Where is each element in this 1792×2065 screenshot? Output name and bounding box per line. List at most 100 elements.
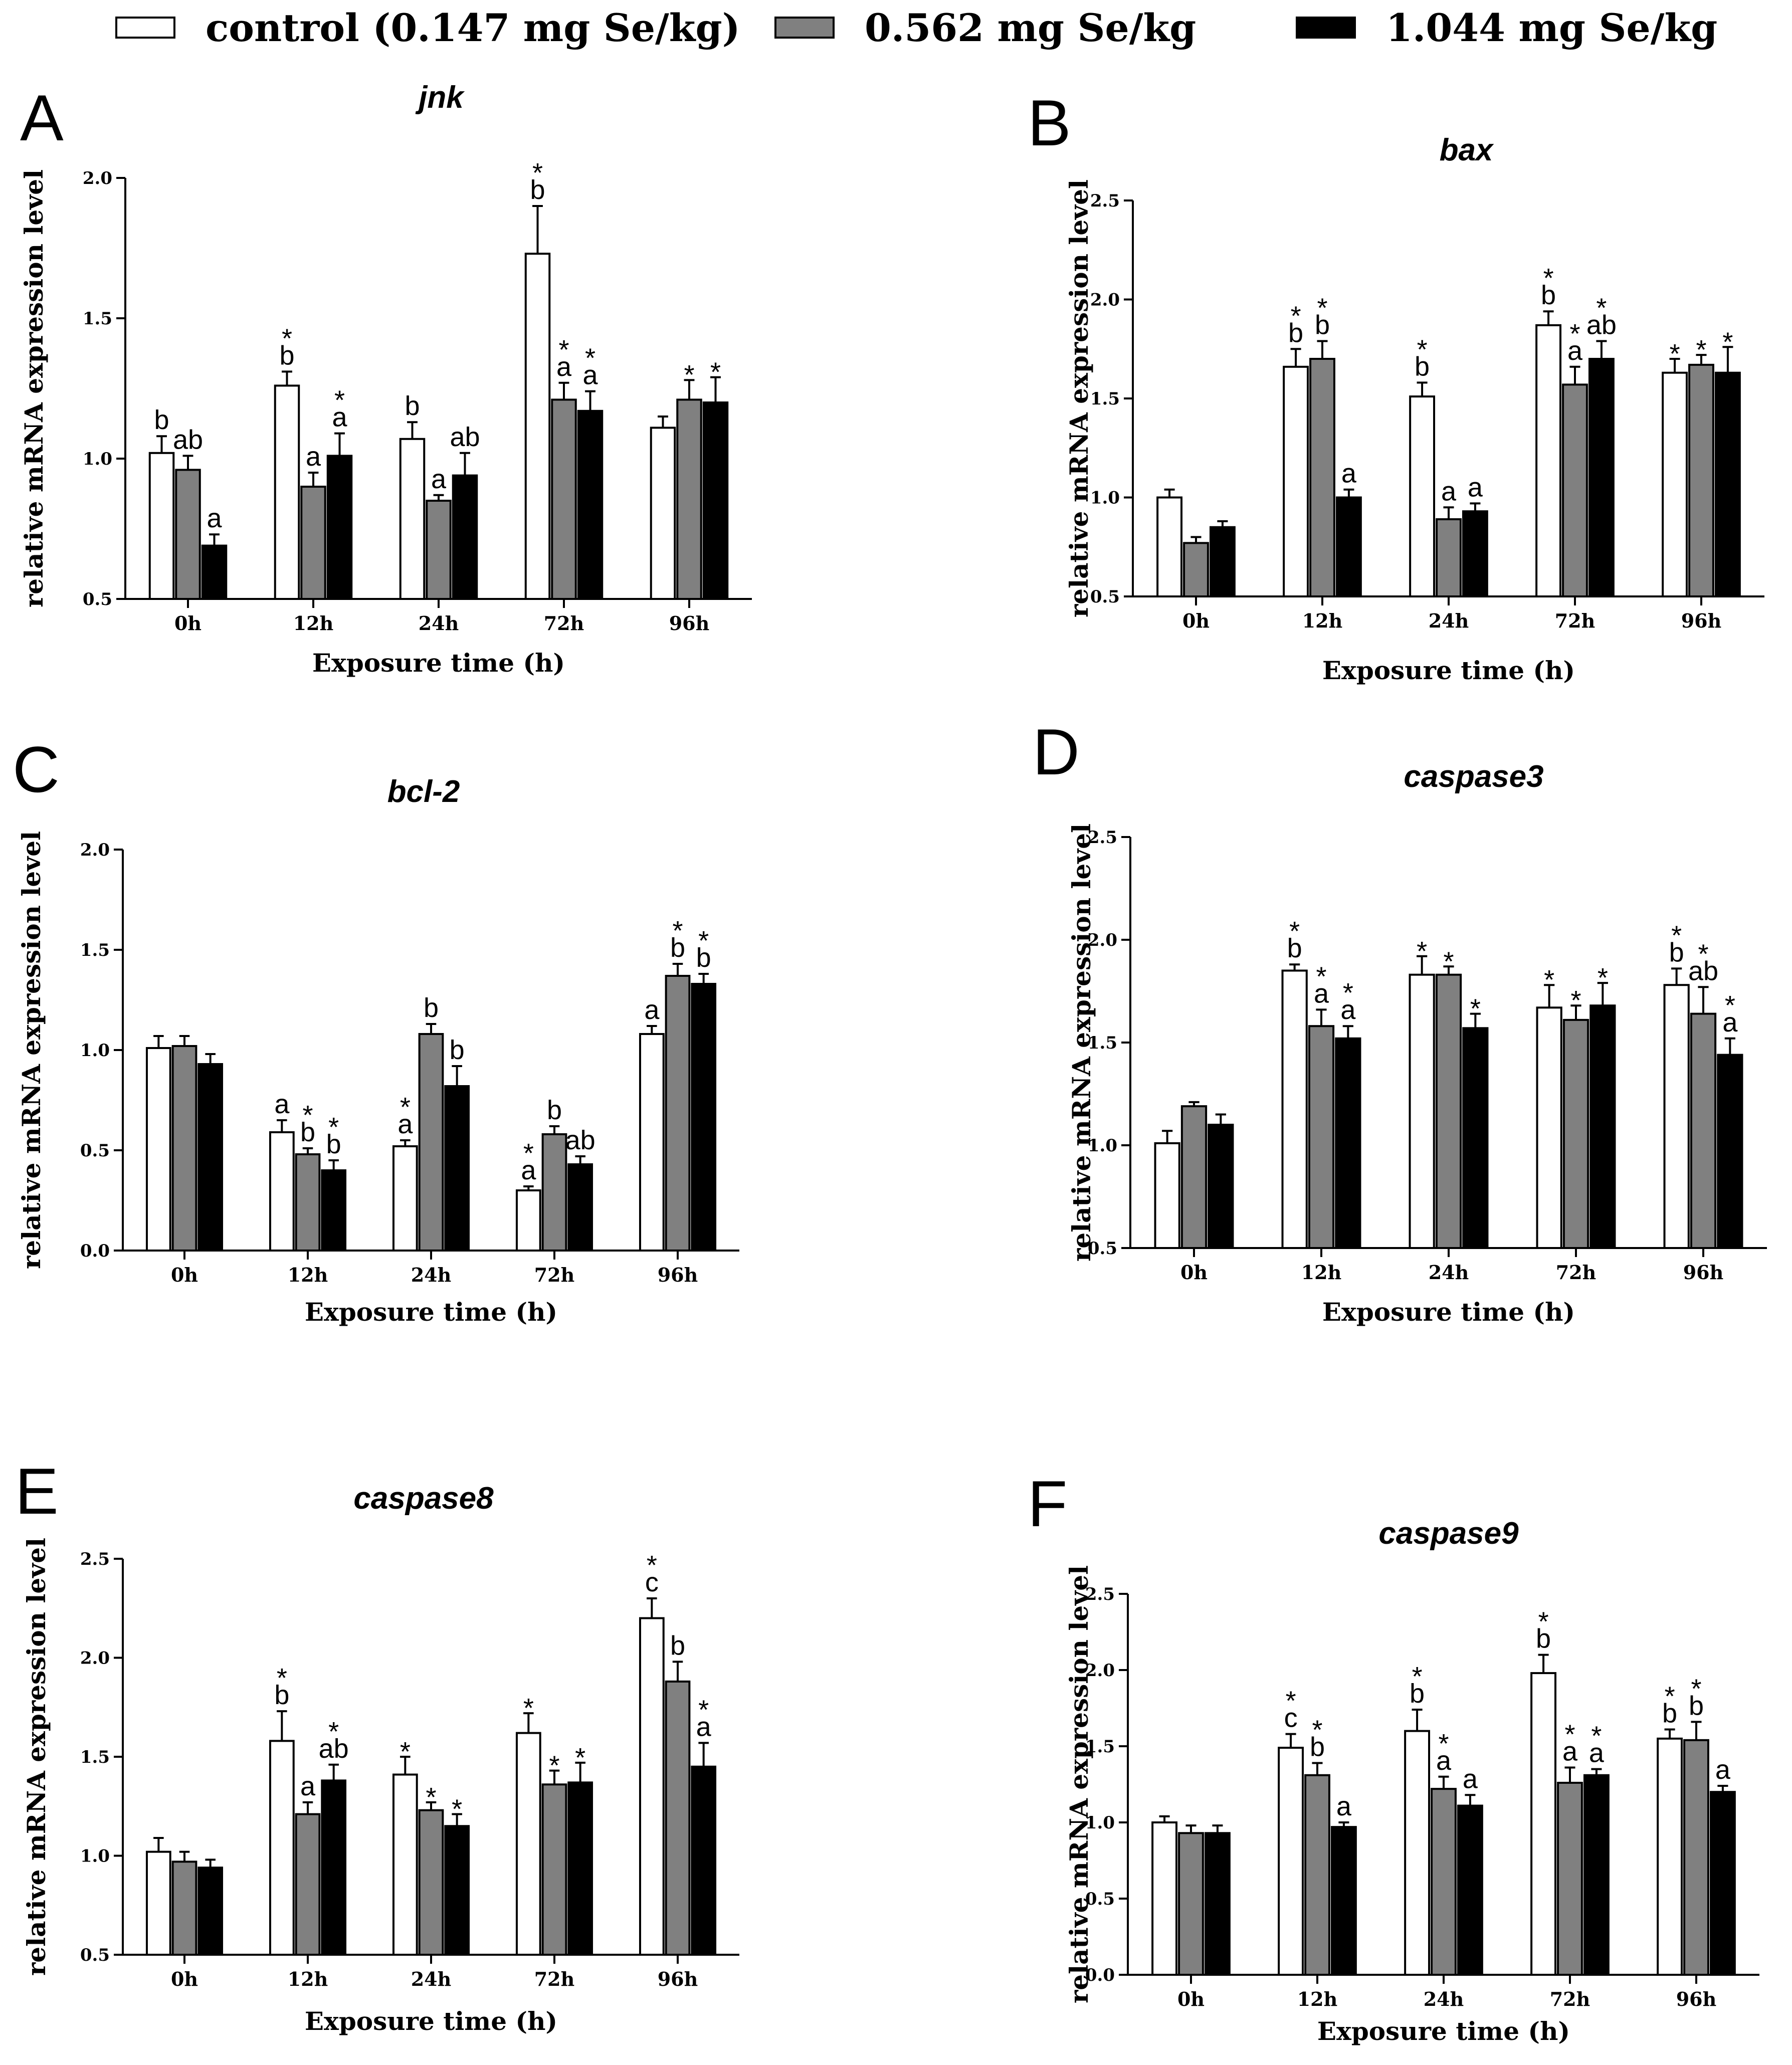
panel-b-y-axis-label: relative mRNA expression level [1064, 179, 1094, 617]
panel-f-x-tick-label: 12h [1297, 1988, 1338, 2010]
panel-b-y-tick-label: 1.0 [1090, 488, 1120, 508]
panel-a-bar-0562 [300, 486, 326, 600]
panel-c-bar-control [269, 1131, 295, 1252]
panel-a-bar-1044 [326, 455, 353, 600]
panel-c-x-tick-label: 24h [411, 1264, 452, 1286]
panel-c-bar-0562 [665, 975, 691, 1252]
panel-b-y-tick-label: 2.5 [1090, 191, 1120, 211]
legend: control (0.147 mg Se/kg) 0.562 mg Se/kg … [0, 0, 1792, 55]
panel-f-significance-star: * [1591, 1721, 1602, 1751]
panel-b-significance-letter: b [1415, 351, 1430, 381]
panel-a-y-tick-label: 1.0 [83, 449, 112, 469]
panel-b-bar-0562 [1562, 383, 1588, 597]
panel-f-bar-1044 [1457, 1804, 1483, 1976]
panel-b-y-tick-label: 0.5 [1090, 587, 1120, 607]
panel-d-bar-1044 [1589, 1004, 1616, 1249]
panel-e-y-tick-label: 1.5 [80, 1747, 110, 1767]
panel-f-bar-1044 [1709, 1791, 1736, 1976]
panel-d-x-axis-label: Exposure time (h) [1322, 1297, 1575, 1327]
panel-b-significance-star: * [1596, 293, 1607, 323]
panel-a-bar-1044 [577, 409, 604, 600]
panel-a-bar-0562 [676, 398, 702, 600]
panel-e-bar-1044 [567, 1781, 593, 1956]
panel-e-y-tick-label: 2.5 [80, 1549, 110, 1569]
panel-b-bar-1044 [1588, 358, 1615, 597]
panel-c-significance-letter: b [300, 1117, 315, 1147]
panel-a-x-axis-label: Exposure time (h) [312, 648, 565, 678]
panel-a-significance-letter: ab [173, 425, 203, 455]
panel-f-significance-star: * [1564, 1720, 1575, 1750]
panel-d-bar-1044 [1462, 1027, 1489, 1249]
panel-d-significance-star: * [1289, 916, 1300, 946]
panel-d-significance-letter: a [1340, 995, 1356, 1025]
panel-b-bar-control [1535, 324, 1562, 598]
panel-b-bar-1044 [1209, 526, 1236, 597]
panel-a-y-axis-label: relative mRNA expression level [19, 169, 49, 607]
panel-b-significance-star: * [1670, 339, 1680, 369]
panel-f-significance-letter: a [1436, 1746, 1452, 1776]
panel-a-significance-letter: b [154, 405, 169, 435]
panel-a-x-tick-label: 72h [544, 612, 584, 635]
panel-b-bar-0562 [1309, 358, 1335, 597]
panel-b-y-tick-label: 1.5 [1090, 389, 1120, 409]
panel-c-bar-1044 [567, 1163, 593, 1252]
legend-item-0562: 0.562 mg Se/kg [774, 5, 1196, 50]
panel-e-bar-1044 [691, 1765, 717, 1956]
panel-d-y-axis-label: relative mRNA expression level [1067, 823, 1096, 1262]
panel-c-significance-letter: b [696, 943, 711, 973]
panel-f-bar-1044 [1583, 1774, 1610, 1976]
panel-b-bar-1044 [1714, 371, 1741, 598]
panel-f-significance-letter: b [1662, 1699, 1677, 1729]
panel-a-significance-star: * [558, 335, 569, 365]
panel-a-bar-1044 [201, 544, 228, 600]
panel-f-y-tick-label: 2.0 [1085, 1661, 1115, 1681]
panel-f-significance-letter: a [1715, 1755, 1731, 1785]
panel-f-bar-0562 [1683, 1739, 1709, 1976]
panel-d-significance-star: * [1470, 994, 1481, 1024]
panel-a-significance-star: * [532, 158, 543, 188]
panel-b-significance-star: * [1543, 263, 1554, 293]
panel-d-bar-1044 [1208, 1124, 1234, 1249]
panel-e-title: caspase8 [353, 1481, 494, 1516]
panel-e-y-tick-label: 0.5 [80, 1945, 110, 1965]
panel-b-significance-star: * [1696, 335, 1706, 365]
panel-d-significance-star: * [1725, 990, 1735, 1020]
panel-c-significance-letter: a [521, 1155, 536, 1185]
panel-b-y-tick-label: 2.0 [1090, 290, 1120, 310]
panel-e-significance-letter: c [645, 1567, 659, 1597]
panel-c-x-tick-label: 0h [171, 1264, 198, 1286]
panel-c-x-tick-label: 72h [534, 1264, 575, 1286]
panel-d-x-tick-label: 12h [1301, 1261, 1342, 1284]
legend-label-1044: 1.044 mg Se/kg [1386, 5, 1718, 50]
panel-f-significance-letter: b [1310, 1732, 1325, 1762]
panel-e-bar-0562 [541, 1783, 567, 1956]
panel-a-bar-0562 [426, 500, 452, 600]
panel-a-significance-letter: b [405, 391, 420, 421]
legend-swatch-1044 [1296, 17, 1356, 39]
panel-d-y-tick-label: 0.5 [1088, 1238, 1117, 1259]
panel-b-significance-star: * [1417, 334, 1428, 364]
panel-f-bar-1044 [1204, 1832, 1231, 1976]
panel-e-y-tick-label: 2.0 [80, 1648, 110, 1669]
panel-b-x-tick-label: 0h [1182, 609, 1210, 632]
legend-label-0562: 0.562 mg Se/kg [865, 5, 1197, 50]
panel-a-bar-1044 [702, 401, 729, 600]
panel-e-bar-control [515, 1732, 541, 1956]
panel-f-bar-control [1404, 1730, 1431, 1976]
panel-c-significance-letter: b [670, 933, 685, 963]
panel-a-x-tick-label: 0h [174, 612, 202, 635]
panel-b-x-tick-label: 12h [1302, 609, 1343, 632]
panel-b-x-tick-label: 72h [1555, 609, 1596, 632]
panel-c-y-axis-label: relative mRNA expression level [17, 831, 46, 1269]
panel-e-significance-letter: b [274, 1680, 289, 1710]
panel-f-significance-letter: b [1689, 1691, 1704, 1721]
panel-d-significance-letter: ab [1688, 956, 1718, 986]
panel-c-x-axis-label: Exposure time (h) [305, 1297, 557, 1327]
panel-c-title: bcl-2 [387, 774, 460, 809]
panel-f-bar-control [1151, 1821, 1178, 1976]
panel-a-bar-0562 [551, 398, 577, 600]
panel-e-x-tick-label: 96h [658, 1968, 698, 1990]
